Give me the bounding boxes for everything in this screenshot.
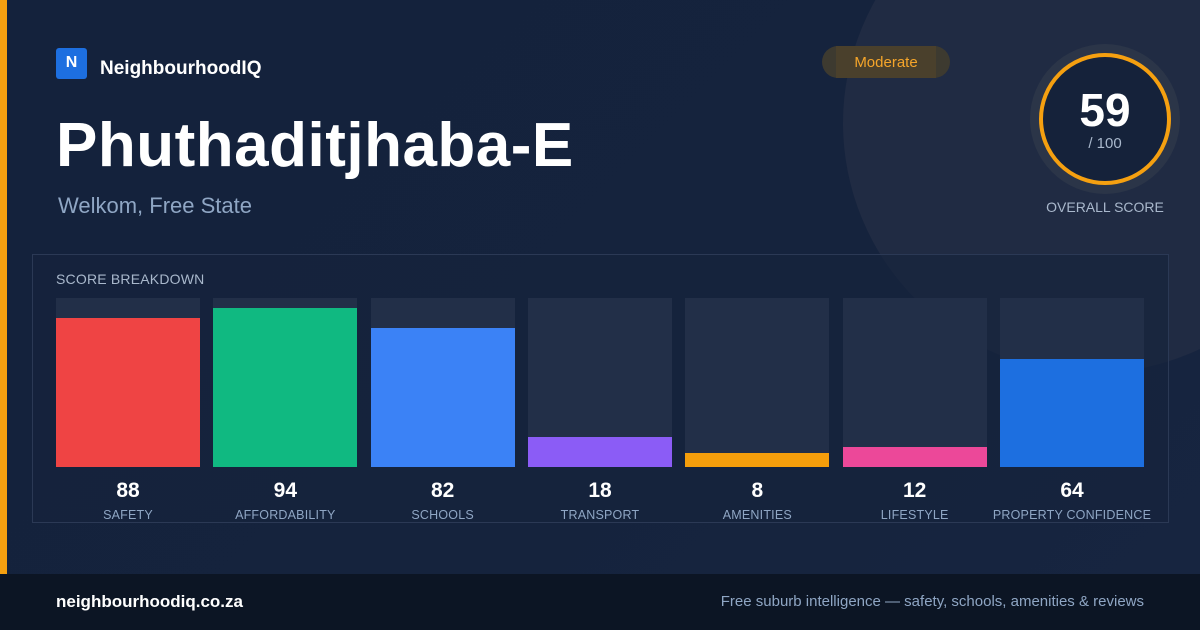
- score-bar-safety: 88 SAFETY: [56, 298, 200, 522]
- score-bar-value: 12: [902, 479, 927, 502]
- score-bar-value: 82: [430, 479, 455, 502]
- score-breakdown-title: SCORE BREAKDOWN: [56, 271, 205, 287]
- score-bar-track: [842, 298, 987, 467]
- brand-name: NeighbourhoodIQ: [100, 58, 262, 79]
- score-bar-label: AMENITIES: [722, 508, 792, 522]
- score-bar-track: [56, 298, 200, 467]
- footer-tagline: Free suburb intelligence — safety, schoo…: [720, 593, 1144, 610]
- score-bar-value: 64: [1060, 479, 1084, 502]
- footer: neighbourhoodiq.co.za Free suburb intell…: [0, 574, 1200, 630]
- score-bar-value: 88: [116, 479, 140, 502]
- score-bar-fill: [56, 318, 200, 467]
- score-bar-affordability: 94 AFFORDABILITY: [213, 298, 358, 522]
- score-bar-label: SCHOOLS: [411, 508, 474, 522]
- score-bar-track: [213, 298, 358, 467]
- score-bar-lifestyle: 12 LIFESTYLE: [842, 298, 987, 522]
- score-bar-fill: [370, 328, 515, 467]
- score-bar-label: LIFESTYLE: [880, 508, 949, 522]
- rating-badge: Moderate: [822, 46, 950, 78]
- overall-score-caption: OVERALL SCORE: [1046, 199, 1164, 215]
- accent-bar: [0, 0, 7, 574]
- brand-logo-icon: N: [56, 47, 87, 79]
- overall-score-max: / 100: [1088, 134, 1122, 152]
- suburb-location: Welkom, Free State: [58, 193, 252, 218]
- rating-badge-label: Moderate: [854, 53, 918, 71]
- suburb-title: Phuthaditjhaba-E: [56, 111, 574, 180]
- score-bar-fill: [842, 447, 987, 467]
- overall-score-value: 59: [1079, 83, 1131, 136]
- score-bar-property-confidence: 64 PROPERTY CONFIDENCE: [993, 298, 1151, 522]
- score-bar-track: [370, 298, 515, 467]
- score-bar-label: PROPERTY CONFIDENCE: [992, 508, 1152, 522]
- score-bar-fill: [528, 437, 672, 467]
- score-bar-transport: 18 TRANSPORT: [528, 298, 672, 522]
- score-bar-label: SAFETY: [103, 508, 153, 522]
- score-bar-amenities: 8 AMENITIES: [685, 298, 830, 522]
- score-bar-label: TRANSPORT: [560, 508, 640, 522]
- score-bar-fill: [213, 308, 358, 467]
- score-bar-track: [1000, 298, 1144, 467]
- score-bar-label: AFFORDABILITY: [235, 508, 336, 522]
- score-bar-fill: [1000, 359, 1144, 467]
- overall-score-ring: 59 / 100: [1030, 44, 1180, 194]
- score-bar-schools: 82 SCHOOLS: [370, 298, 515, 522]
- score-bar-value: 8: [751, 479, 764, 502]
- score-bar-fill: [685, 453, 830, 467]
- score-bar-value: 18: [588, 479, 612, 502]
- score-bar-value: 94: [273, 479, 297, 502]
- score-bar-track: [685, 298, 830, 467]
- score-breakdown-bars: 88 SAFETY 94 AFFORDABILITY 82 SCHOOLS 18 TRANSP…: [56, 298, 1151, 522]
- overall-score-ring-inner: 59 / 100: [1039, 53, 1171, 185]
- brand: N NeighbourhoodIQ: [56, 46, 261, 80]
- footer-url: neighbourhoodiq.co.za: [56, 592, 243, 611]
- score-bar-track: [528, 298, 672, 467]
